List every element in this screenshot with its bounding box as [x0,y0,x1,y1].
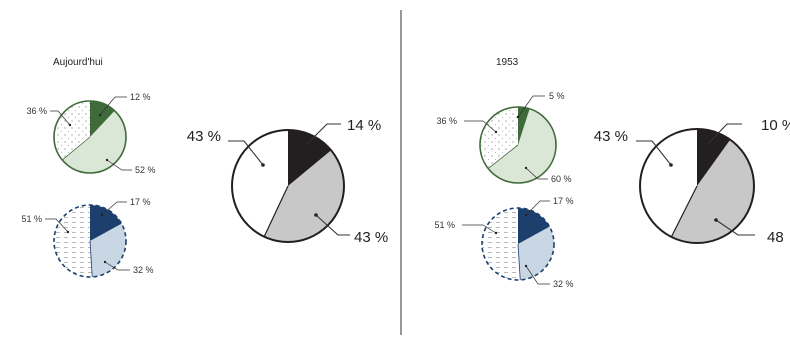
pie-divider [263,185,289,237]
data-label: 17 % [130,197,151,207]
data-label: 32 % [133,265,154,275]
leader-dot [105,158,109,162]
leader-line [101,201,127,216]
leader-dot [103,260,107,264]
leader-dot [68,123,72,127]
data-label: 51 % [434,220,455,230]
leader-line [106,159,132,171]
leader-dot [314,213,318,217]
pie-slice-main [518,208,550,244]
leader-dot [66,230,70,234]
pie-slice-main [90,205,122,241]
leader-line [228,140,264,166]
pie-slice-mid [671,139,755,244]
pie-outline [231,129,345,243]
data-label: 43 % [594,128,628,145]
data-label: 60 % [551,174,572,184]
data-label: 36 % [26,106,47,116]
pie-slice-main [518,106,530,145]
leader-dot [524,166,528,170]
leader-dot [98,113,102,117]
data-label: 5 % [549,91,565,101]
pie-slice-main [288,130,332,186]
leader-line [315,214,350,236]
pie-chart: 14 % 43 % 43 % [187,117,388,246]
pie-slice-main [90,101,115,137]
data-label: 10 % [761,117,790,134]
leader-dot [100,213,104,217]
data-label: 43 % [354,229,388,246]
pie-divider [89,240,93,277]
data-label: 43 % [187,128,221,145]
leader-line [706,123,742,146]
leader-line [50,110,71,126]
data-label: 51 % [21,214,42,224]
data-label: 14 % [347,117,381,134]
leader-dot [494,130,498,134]
data-label: 52 % [135,165,156,175]
leader-dot [516,115,520,119]
pie-divider [62,136,91,161]
pie-slice-mid [62,110,127,174]
pie-outline [639,128,755,244]
pie-outline [53,100,127,174]
pie-chart: 12 % 52 % 36 % [26,92,155,175]
leader-line [525,167,548,180]
pie-outline [481,207,555,281]
pie-outline [53,204,127,278]
data-label: 17 % [553,196,574,206]
leader-dot [261,163,265,167]
leader-line [715,219,755,236]
pie-slice-main [697,129,731,186]
leader-line [525,200,550,216]
leader-dot [669,163,673,167]
pie-chart: 17 % 32 % 51 % [21,197,154,278]
leader-dot [304,143,308,147]
leader-line [464,120,497,133]
pie-outline [479,106,557,184]
leader-line [636,140,672,166]
pie-chart: 5 % 60 % 36 % [436,91,571,184]
leader-dot [714,218,718,222]
data-label: 12 % [130,92,151,102]
panel-title-left: Aujourd'hui [53,57,103,68]
leader-line [517,95,545,118]
pie-divider [517,243,521,280]
leader-line [525,265,550,285]
data-label: 36 % [436,116,457,126]
data-label: 48 [767,229,784,246]
leader-dot [494,231,498,235]
leader-line [104,261,130,271]
leader-line [99,96,127,116]
pie-slice-mid [264,150,345,243]
leader-dot [524,213,528,217]
data-label: 32 % [553,279,574,289]
panel-title-right: 1953 [496,57,519,68]
pie-slice-mid [90,223,127,277]
pie-divider [670,185,698,238]
pie-divider [487,144,519,169]
leader-line [305,123,341,146]
leader-line [45,218,69,233]
pie-chart: 17 % 32 % 51 % [434,196,573,289]
leader-dot [524,264,528,268]
leader-line [462,224,497,234]
pie-slice-mid [488,108,557,183]
leader-dot [705,143,709,147]
pie-chart: 10 % 48 43 % [594,117,790,246]
